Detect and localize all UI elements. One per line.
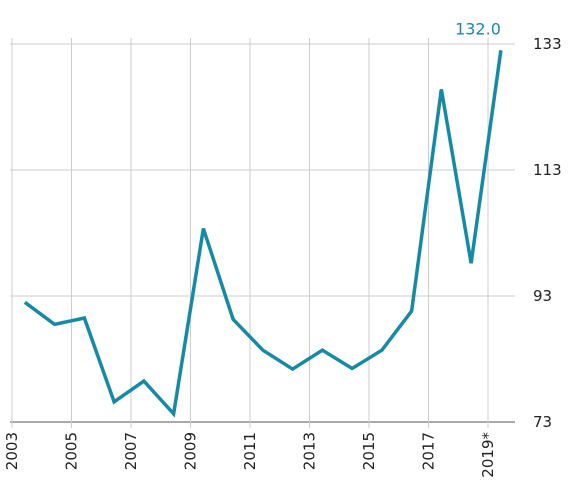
value-label: 132.0 [455,19,501,38]
x-tick-label: 2019* [479,432,497,478]
line [23,50,503,418]
y-tick-label: 93 [533,287,552,305]
x-tick-label: 2015 [360,432,378,470]
y-tick-label: 73 [533,413,552,431]
x-tick-label: 2009 [182,432,200,470]
y-tick-label: 113 [533,161,562,179]
x-tick-label: 2017 [420,432,438,470]
x-tick-label: 2003 [3,432,21,470]
x-tick-label: 2005 [63,432,81,470]
x-tick-label: 2011 [241,432,259,470]
x-tick-label: 2007 [122,432,140,470]
x-tick-label: 2013 [301,432,319,470]
y-tick-label: 133 [533,35,562,53]
